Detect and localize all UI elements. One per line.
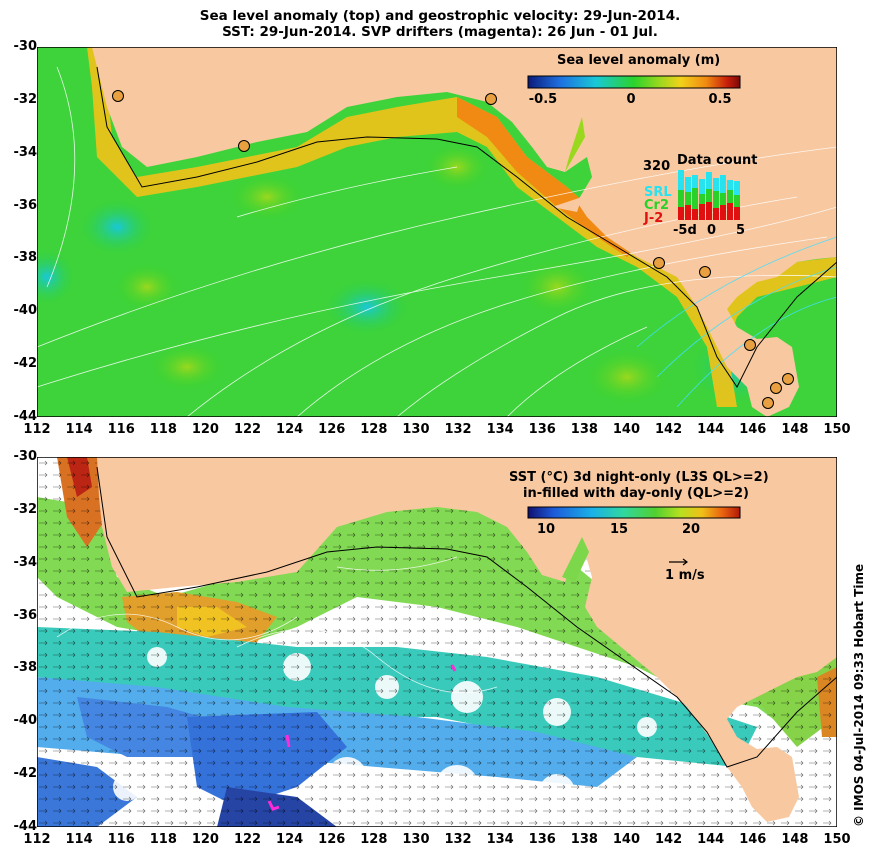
velocity-scale-arrow xyxy=(669,558,688,566)
lon-tick-label: 150 xyxy=(823,832,851,847)
lat-tick-label: -42 xyxy=(13,766,38,782)
data-count-axis-min: -5d xyxy=(673,223,697,238)
map-title-line2: SST: 29-Jun-2014. SVP drifters (magenta)… xyxy=(222,24,658,40)
lon-tick-label: 140 xyxy=(612,422,641,437)
lat-tick-label: -36 xyxy=(13,607,38,623)
lon-tick-label: 114 xyxy=(65,422,93,437)
lat-tick-label: -30 xyxy=(13,39,38,54)
lon-tick-label: 142 xyxy=(655,832,683,847)
lon-tick-label: 128 xyxy=(360,422,388,437)
lon-tick-label: 120 xyxy=(191,832,219,847)
data-count-series-j2: J-2 xyxy=(644,211,664,226)
lon-tick-label: 150 xyxy=(823,422,851,437)
sst-colorbar xyxy=(527,506,741,519)
lon-tick-label: 122 xyxy=(233,422,262,437)
lon-tick-label: 128 xyxy=(360,832,388,847)
data-count-series-srl: SRL xyxy=(644,185,672,200)
lon-tick-label: 148 xyxy=(781,832,809,847)
velocity-scale-label: 1 m/s xyxy=(665,568,705,583)
lon-tick-label: 126 xyxy=(318,832,346,847)
lon-tick-label: 146 xyxy=(739,832,767,847)
data-count-max-label: 320 xyxy=(643,159,671,174)
lat-tick-label: -32 xyxy=(13,501,38,517)
lon-tick-label: 138 xyxy=(570,832,598,847)
sst-map xyxy=(37,457,837,827)
lat-tick-label: -38 xyxy=(13,660,38,676)
sla-contours xyxy=(37,66,837,417)
lon-tick-label: 132 xyxy=(444,422,472,437)
lon-tick-label: 124 xyxy=(276,422,304,437)
lat-tick-label: -36 xyxy=(13,197,38,213)
data-count-axis-zero: 0 xyxy=(707,223,717,238)
data-count-chart xyxy=(678,170,740,220)
lon-tick-label: 148 xyxy=(781,422,809,437)
sla-colorbar xyxy=(527,75,741,89)
lon-tick-label: 118 xyxy=(149,832,177,847)
lat-tick-label: -44 xyxy=(13,409,38,424)
lon-tick-label: 124 xyxy=(276,832,304,847)
lat-tick-label: -40 xyxy=(13,713,38,729)
map-title-line1: Sea level anomaly (top) and geostrophic … xyxy=(199,8,681,24)
lon-tick-label: 134 xyxy=(486,832,514,847)
sst-cbar-label-10: 10 xyxy=(536,522,556,537)
land-mass-australia xyxy=(97,457,837,822)
lon-tick-label: 132 xyxy=(444,832,472,847)
data-count-title: Data count xyxy=(677,153,758,168)
lon-tick-label: 116 xyxy=(107,832,135,847)
lat-tick-label: -34 xyxy=(13,144,38,160)
sst-legend-title-line1: SST (°C) 3d night-only (L3S QL>=2) xyxy=(509,470,769,485)
lon-tick-label: 120 xyxy=(191,422,219,437)
sst-cbar-label-15: 15 xyxy=(609,522,629,537)
tide-gauges xyxy=(112,90,794,409)
lon-tick-label: 130 xyxy=(402,832,430,847)
lon-tick-label: 140 xyxy=(612,832,641,847)
sst-cbar-label-20: 20 xyxy=(681,522,701,537)
lon-tick-label: 144 xyxy=(697,832,725,847)
lon-tick-label: 114 xyxy=(65,832,93,847)
sla-legend-title: Sea level anomaly (m) xyxy=(557,53,721,68)
lat-tick-label: -34 xyxy=(13,554,38,570)
lon-tick-label: 126 xyxy=(318,422,346,437)
lon-tick-label: 134 xyxy=(486,422,514,437)
credit-text: © IMOS 04-Jul-2014 09:33 Hobart Time xyxy=(852,563,866,827)
sla-cbar-label-min: -0.5 xyxy=(528,92,558,107)
lat-tick-label: -38 xyxy=(13,250,38,266)
lat-tick-label: -40 xyxy=(13,303,38,319)
sla-cbar-label-max: 0.5 xyxy=(708,92,732,107)
lon-tick-label: 144 xyxy=(697,422,725,437)
lon-tick-label: 112 xyxy=(23,422,51,437)
lat-tick-label: -42 xyxy=(13,356,38,372)
lon-tick-label: 146 xyxy=(739,422,767,437)
sst-panel: SST (°C) 3d night-only (L3S QL>=2) in-fi… xyxy=(37,457,837,827)
sst-legend-title-line2: in-filled with day-only (QL>=2) xyxy=(523,486,750,501)
sla-map xyxy=(37,47,837,417)
sla-cbar-label-mid: 0 xyxy=(626,92,636,107)
land-mass-australia xyxy=(37,47,837,417)
lon-tick-label: 118 xyxy=(149,422,177,437)
lon-tick-label: 116 xyxy=(107,422,135,437)
lon-tick-label: 136 xyxy=(528,422,556,437)
lon-tick-label: 138 xyxy=(570,422,598,437)
lat-tick-label: -30 xyxy=(13,449,38,464)
data-count-axis-max: 5 xyxy=(736,223,746,238)
svp-drifters xyxy=(267,664,457,811)
sea-level-anomaly-panel: Sea level anomaly (m) -0.5 0 0.5 320 Dat… xyxy=(37,47,837,417)
sst-contours xyxy=(56,556,498,694)
lat-tick-label: -32 xyxy=(13,91,38,107)
lon-tick-label: 130 xyxy=(402,422,430,437)
lon-tick-label: 142 xyxy=(655,422,683,437)
lon-tick-label: 136 xyxy=(528,832,556,847)
lon-tick-label: 112 xyxy=(23,832,51,847)
lon-tick-label: 122 xyxy=(233,832,262,847)
data-count-series-cr2: Cr2 xyxy=(644,198,669,213)
bathymetry-contours xyxy=(636,236,837,408)
lat-tick-label: -44 xyxy=(13,819,38,834)
